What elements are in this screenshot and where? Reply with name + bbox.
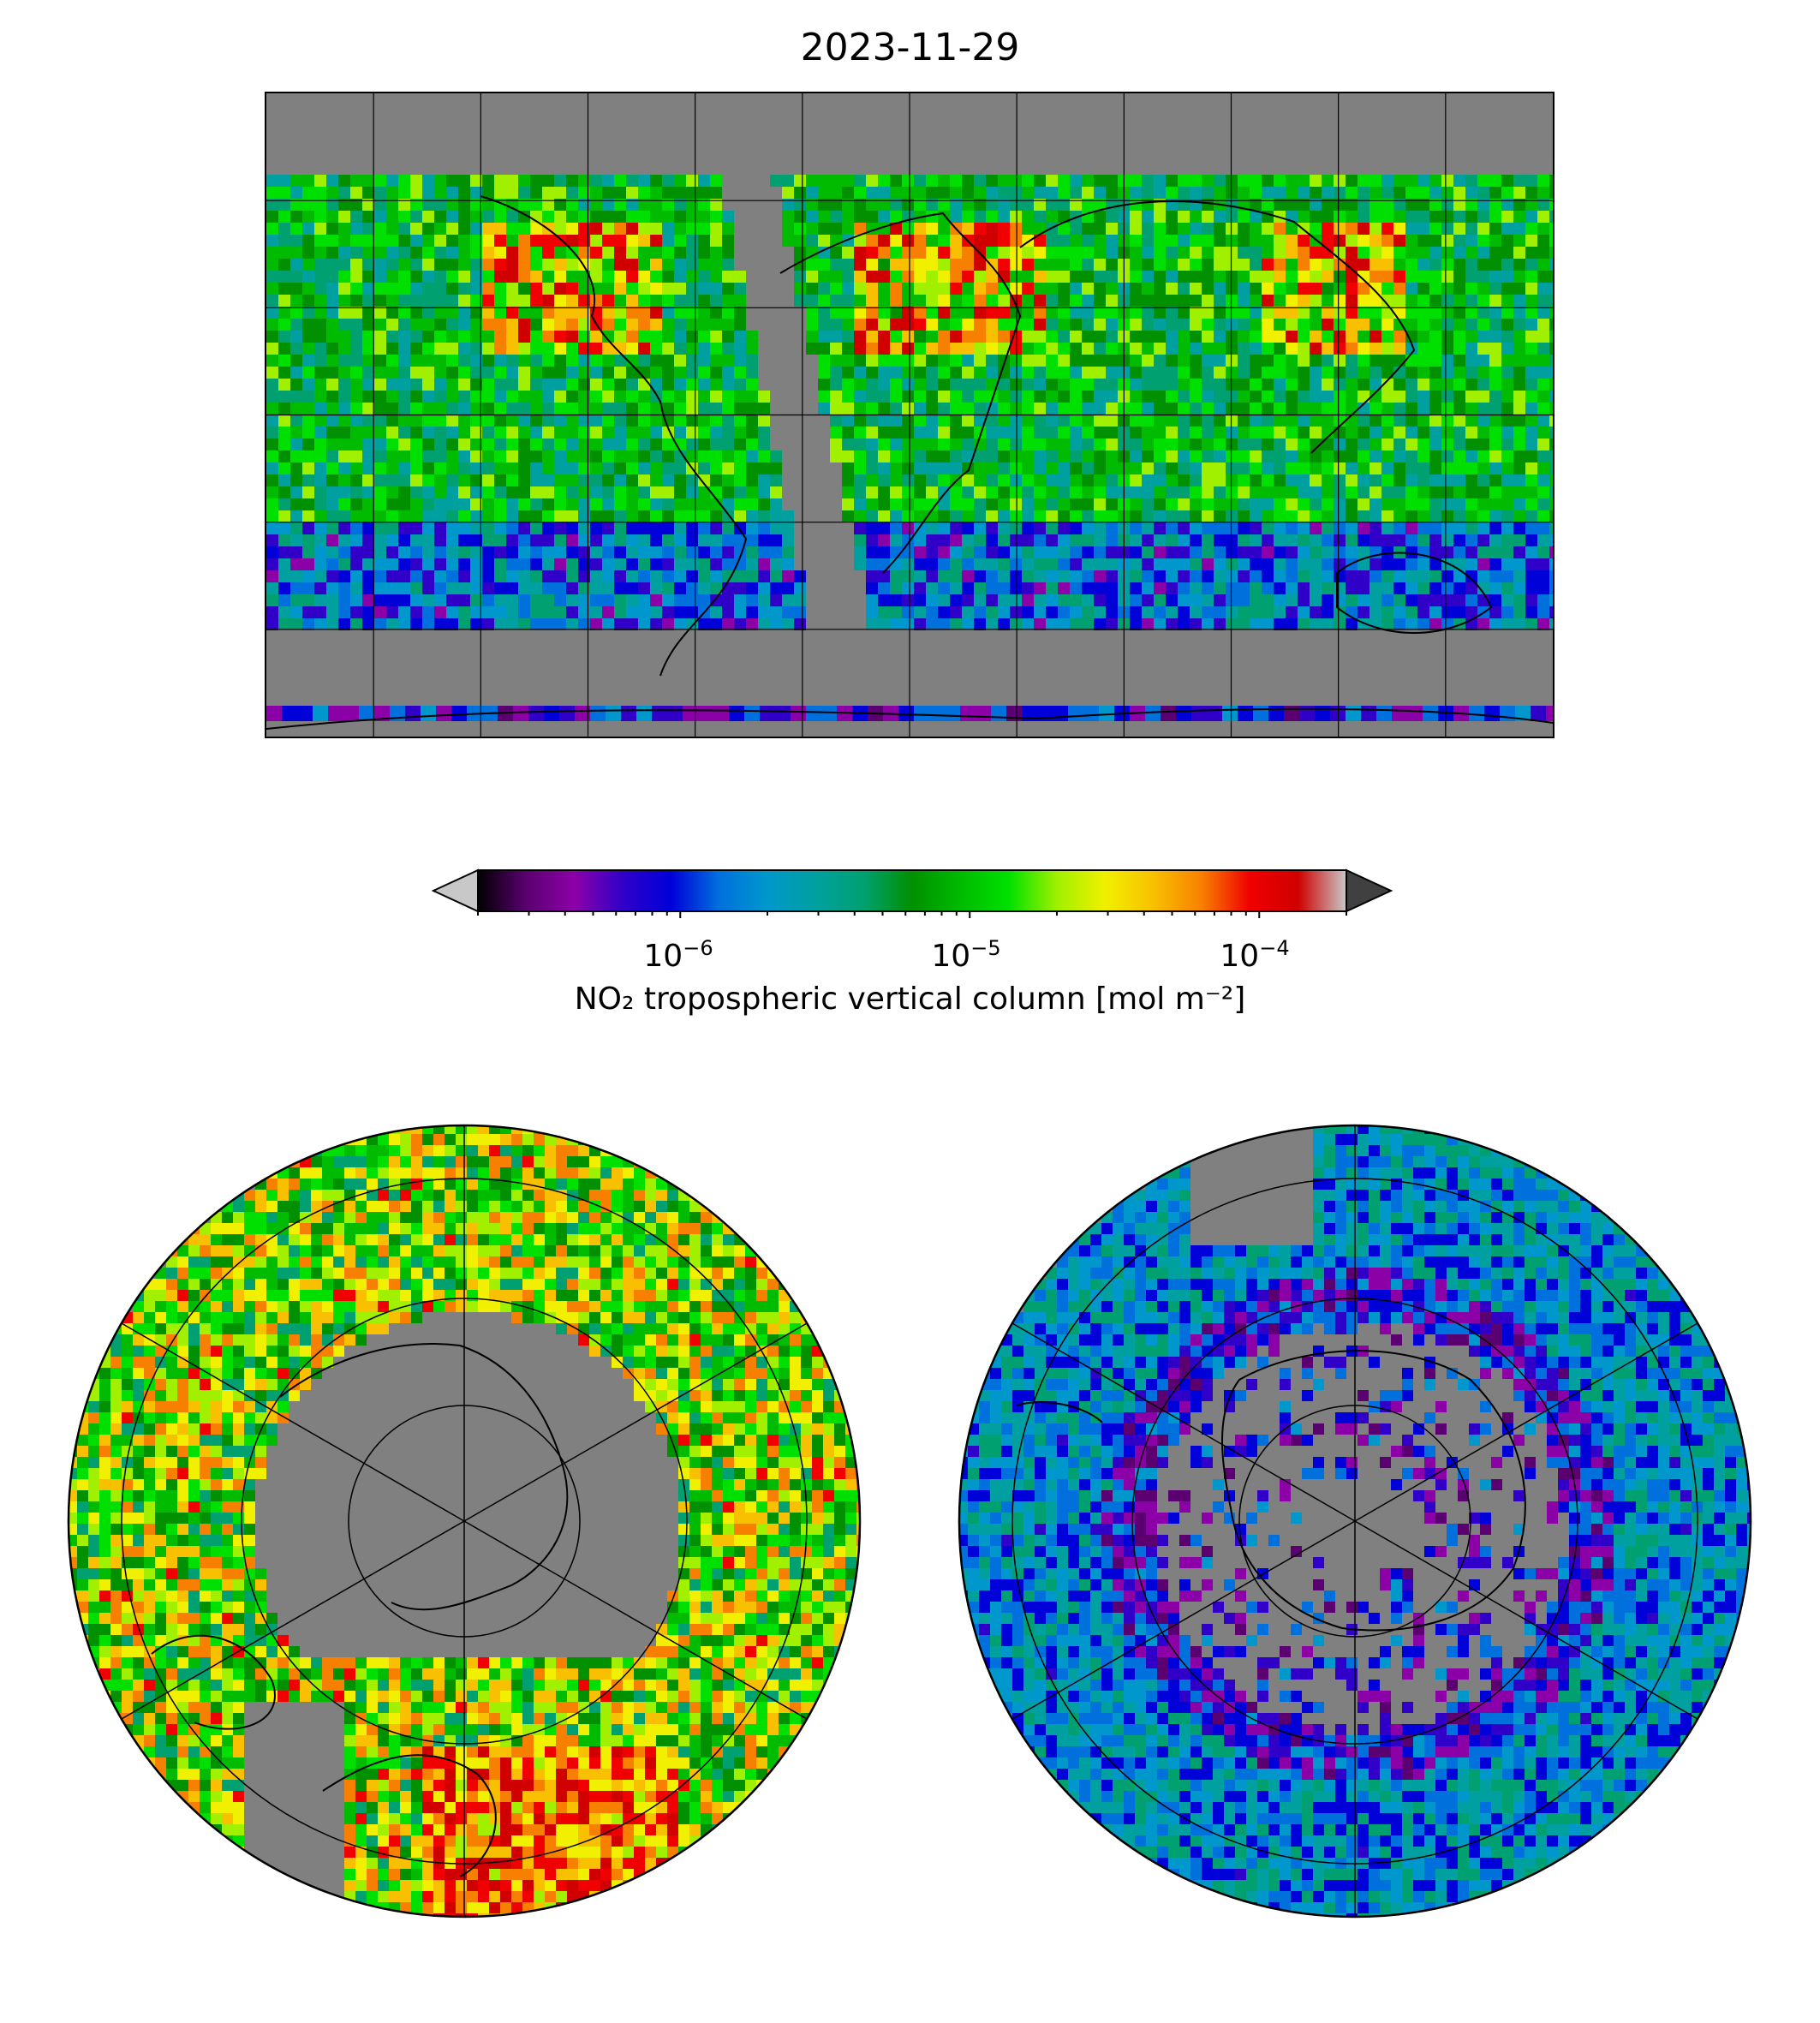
south-polar-canvas	[958, 1124, 1752, 1919]
coastlines	[1016, 1350, 1526, 1632]
meridian-line	[1011, 1322, 1356, 1522]
coastline	[779, 212, 1022, 574]
global-map-canvas	[266, 93, 1553, 737]
meridian-line	[1011, 1520, 1356, 1720]
coastline	[480, 195, 748, 677]
colorbar	[428, 867, 1396, 918]
coastlines	[151, 1343, 569, 1877]
colorbar-gradient	[477, 869, 1347, 912]
north-polar-map	[66, 1123, 862, 1919]
graticule	[266, 93, 1553, 737]
colorbar-tick-label: 10−4	[1220, 936, 1290, 974]
coastline	[151, 1634, 276, 1730]
meridian-line	[1354, 1322, 1698, 1522]
north-polar-canvas	[67, 1124, 862, 1919]
south-polar-map	[957, 1123, 1753, 1919]
coastlines	[266, 195, 1553, 730]
coastline	[266, 707, 1553, 730]
colorbar-over-extension	[1346, 868, 1393, 913]
colorbar-tick-label: 10−6	[643, 936, 713, 974]
colorbar-under-extension	[431, 868, 479, 913]
coastline	[322, 1754, 497, 1877]
coastline	[1019, 200, 1416, 454]
global-map	[265, 92, 1554, 738]
meridian-line	[1354, 1520, 1698, 1720]
map-boundary	[67, 1124, 862, 1919]
colorbar-tick-label: 10−5	[931, 936, 1001, 974]
meridian-line	[121, 1322, 465, 1522]
coastline	[1016, 1401, 1103, 1423]
map-boundary	[958, 1124, 1752, 1919]
plot-title: 2023-11-29	[800, 26, 1020, 69]
coastline	[279, 1343, 569, 1611]
graticule	[121, 1125, 808, 1917]
no2-field	[266, 175, 1553, 721]
meridian-line	[121, 1520, 465, 1720]
colorbar-label: NO₂ tropospheric vertical column [mol m⁻…	[574, 982, 1246, 1017]
coastline	[1336, 552, 1493, 634]
meridian-line	[463, 1322, 808, 1522]
meridian-line	[463, 1520, 808, 1720]
coastline	[1221, 1350, 1526, 1632]
colorbar-graphic	[431, 868, 1393, 918]
graticule	[1011, 1125, 1698, 1917]
